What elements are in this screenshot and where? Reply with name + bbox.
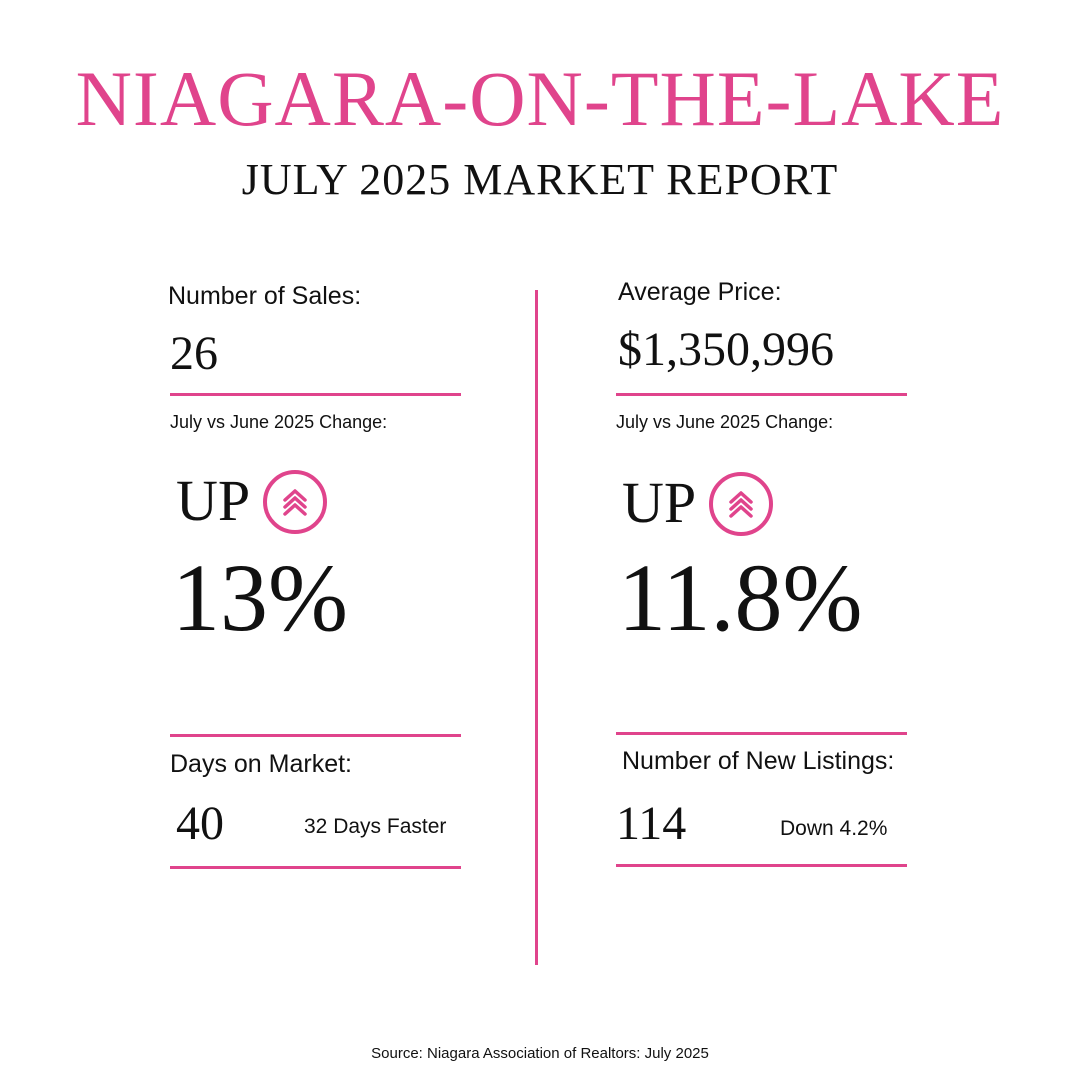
right-change-value: 11.8% — [618, 544, 863, 651]
page-subtitle: JULY 2025 MARKET REPORT — [241, 155, 839, 204]
listings-label: Number of New Listings: — [622, 747, 895, 775]
listings-value: 114 — [616, 797, 687, 850]
left-direction-text: UP — [176, 468, 251, 533]
dom-note: 32 Days Faster — [304, 815, 447, 838]
right-direction-text: UP — [622, 470, 697, 535]
left-change-label: July vs June 2025 Change: — [170, 412, 388, 432]
double-chevron-up-icon — [263, 470, 327, 534]
sales-value: 26 — [170, 327, 218, 380]
dom-top-rule — [170, 734, 461, 737]
column-divider — [535, 290, 538, 965]
double-chevron-up-icon — [709, 472, 773, 536]
left-change-value: 13% — [172, 544, 348, 651]
page-title: NIAGARA-ON-THE-LAKE — [75, 55, 1005, 142]
dom-bottom-rule — [170, 866, 461, 869]
price-value: $1,350,996 — [618, 323, 834, 376]
dom-value: 40 — [176, 797, 224, 850]
price-label: Average Price: — [618, 278, 782, 306]
listings-top-rule — [616, 732, 907, 735]
source-note: Source: Niagara Association of Realtors:… — [371, 1045, 709, 1062]
price-underline — [616, 393, 907, 396]
sales-underline — [170, 393, 461, 396]
listings-bottom-rule — [616, 864, 907, 867]
dom-label: Days on Market: — [170, 750, 353, 778]
listings-note: Down 4.2% — [780, 817, 888, 840]
right-change-label: July vs June 2025 Change: — [616, 412, 834, 432]
sales-label: Number of Sales: — [168, 282, 362, 310]
